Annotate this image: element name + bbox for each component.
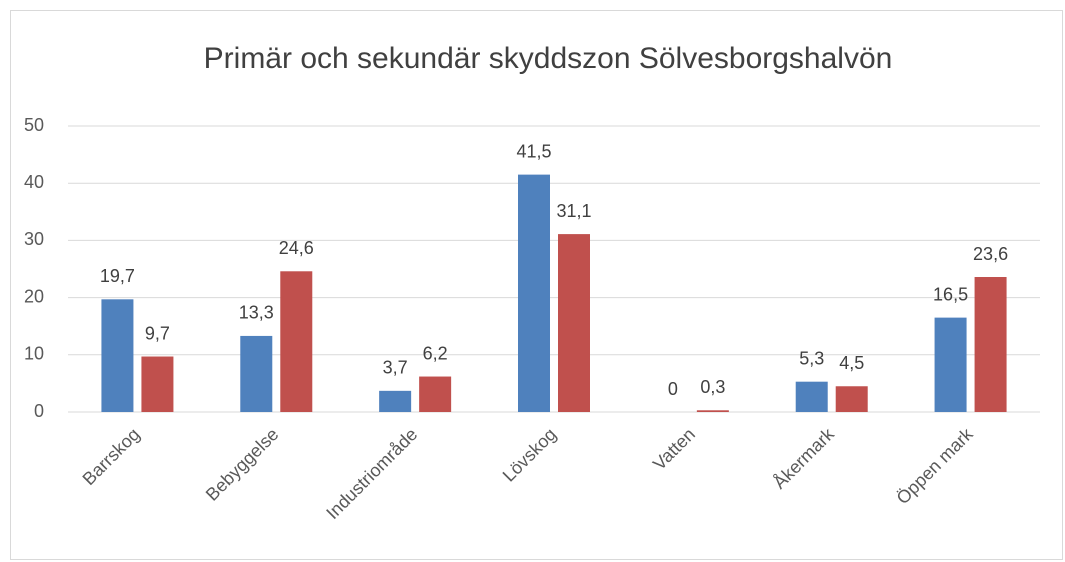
bar bbox=[696, 410, 729, 412]
bar bbox=[419, 376, 452, 412]
data-label: 0,3 bbox=[700, 377, 725, 397]
bar bbox=[934, 317, 967, 412]
data-label: 6,2 bbox=[423, 343, 448, 363]
bar bbox=[379, 390, 412, 412]
data-label: 23,6 bbox=[973, 244, 1008, 264]
bar bbox=[518, 174, 550, 412]
y-tick-label: 40 bbox=[24, 172, 44, 192]
data-label: 0 bbox=[668, 379, 678, 399]
bar bbox=[141, 356, 174, 412]
bar bbox=[101, 299, 134, 412]
bar bbox=[240, 335, 273, 412]
data-label: 5,3 bbox=[799, 348, 824, 368]
bar bbox=[280, 271, 313, 412]
bar bbox=[835, 386, 868, 412]
data-label: 3,7 bbox=[383, 358, 408, 378]
data-label: 4,5 bbox=[839, 353, 864, 373]
y-tick-label: 10 bbox=[24, 344, 44, 364]
data-label: 31,1 bbox=[556, 201, 591, 221]
y-tick-label: 0 bbox=[34, 401, 44, 421]
y-tick-label: 30 bbox=[24, 229, 44, 249]
data-label: 13,3 bbox=[239, 303, 274, 323]
bar bbox=[974, 277, 1007, 412]
y-tick-label: 20 bbox=[24, 286, 44, 306]
data-label: 41,5 bbox=[516, 141, 551, 161]
data-label: 19,7 bbox=[100, 266, 135, 286]
y-tick-label: 50 bbox=[24, 115, 44, 135]
data-label: 24,6 bbox=[279, 238, 314, 258]
data-label: 9,7 bbox=[145, 323, 170, 343]
chart-title: Primär och sekundär skyddszon Sölvesborg… bbox=[204, 42, 893, 75]
bar bbox=[558, 234, 590, 412]
bar bbox=[795, 381, 828, 412]
data-label: 16,5 bbox=[933, 284, 968, 304]
